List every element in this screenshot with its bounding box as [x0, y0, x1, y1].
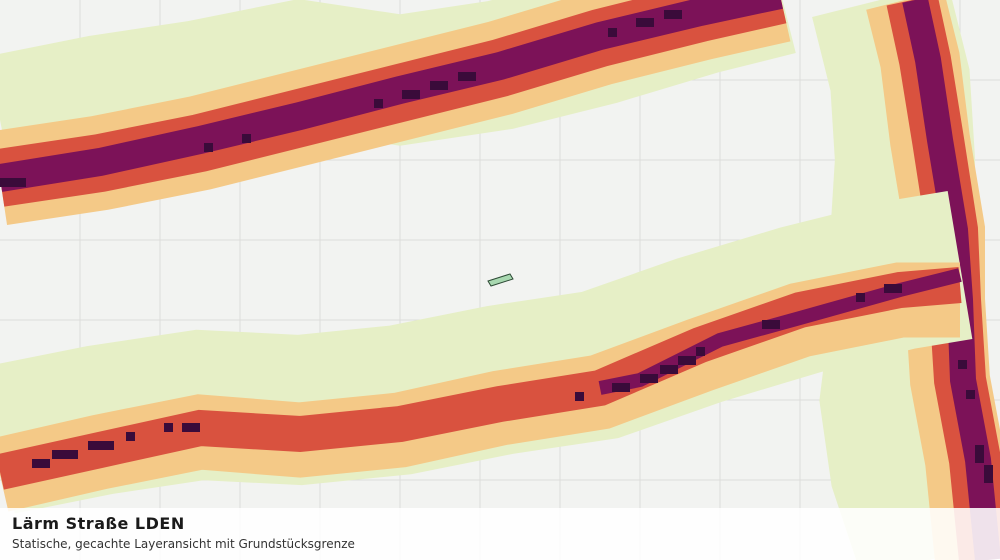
parcel-boundary	[487, 273, 514, 287]
noise-band-north	[0, 0, 796, 225]
caption: Lärm Straße LDEN Statische, gecachte Lay…	[0, 508, 1000, 560]
noise-band-south	[0, 191, 973, 514]
subtitle: Statische, gecachte Layeransicht mit Gru…	[12, 537, 355, 551]
noise-hotspots	[0, 10, 993, 483]
title: Lärm Straße LDEN	[12, 514, 185, 533]
